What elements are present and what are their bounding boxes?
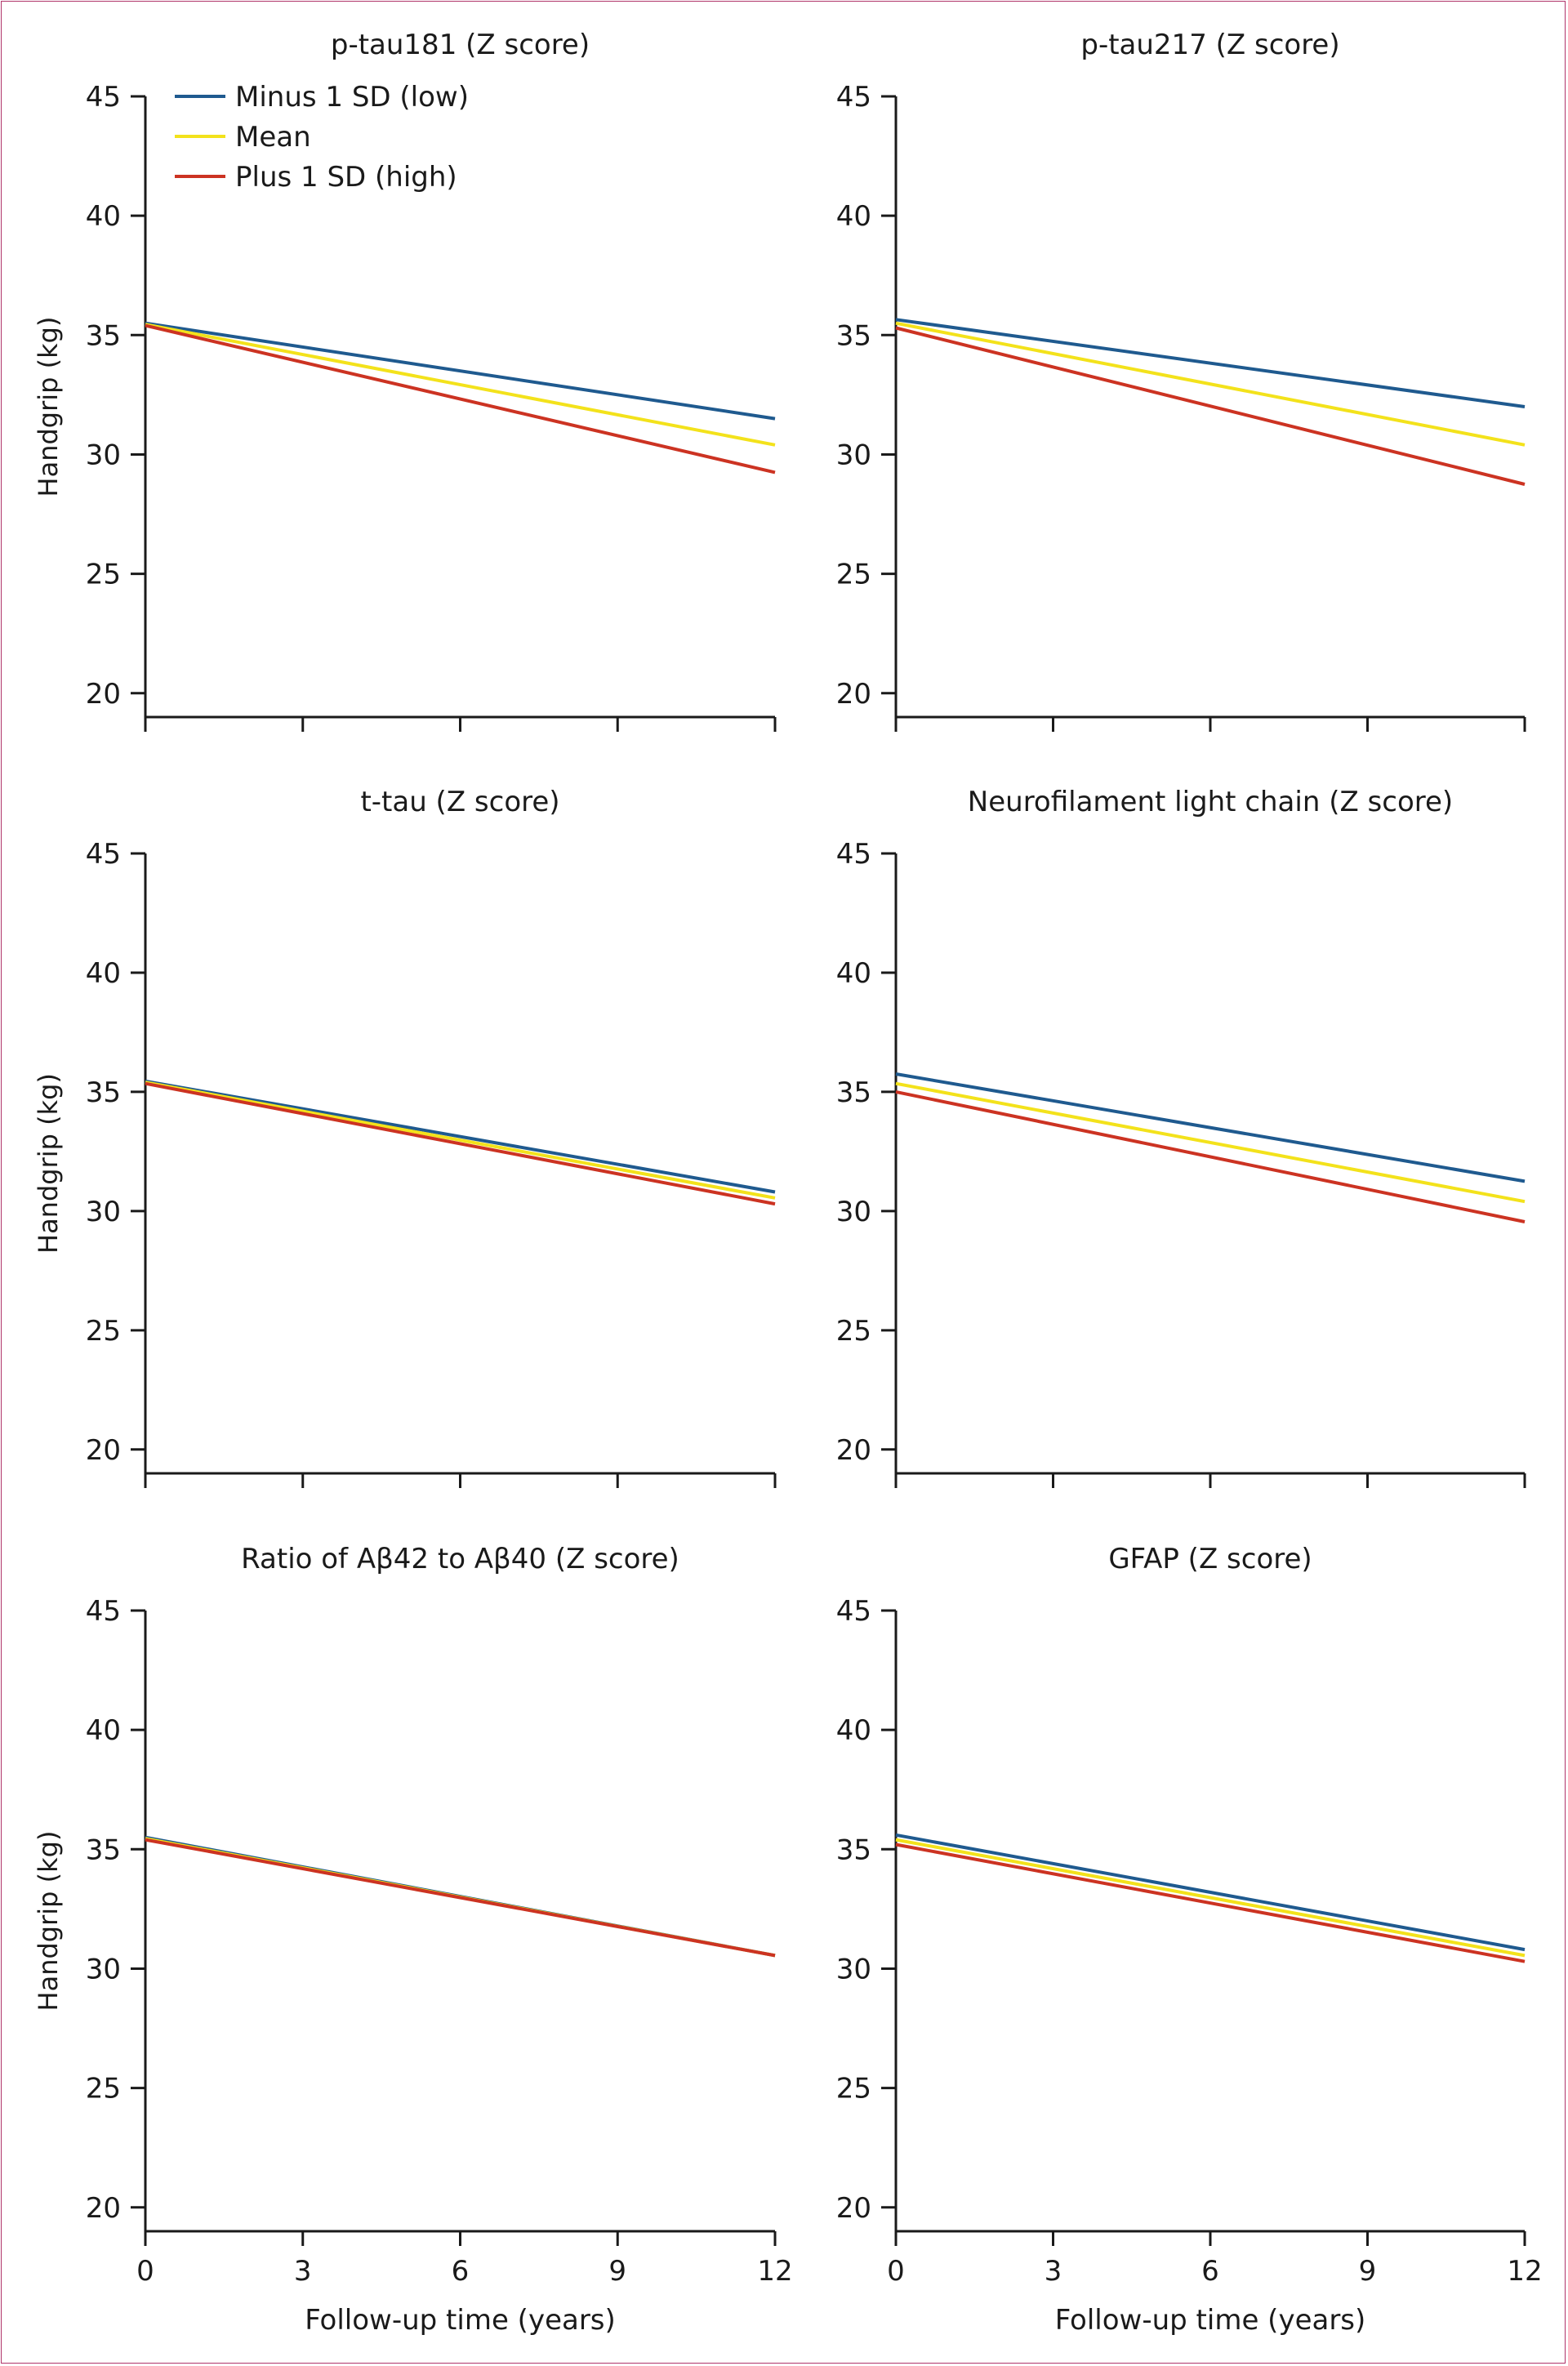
y-tick-label: 35 bbox=[836, 1076, 871, 1109]
y-tick-label: 20 bbox=[836, 1434, 871, 1467]
y-tick-label: 30 bbox=[836, 439, 871, 471]
y-tick-label: 35 bbox=[86, 1834, 121, 1866]
y-tick-label: 20 bbox=[86, 678, 121, 711]
series-line-mean bbox=[145, 323, 776, 447]
chart-panel-gfap-z-score: GFAP (Z score) 20 25 30 35 40 45 0 3 6 9 12 Follow-u… bbox=[836, 1543, 1543, 2337]
chart-panel-neurofilament-light-chain-z-score: Neurofilament light chain (Z score) 20 25 3… bbox=[836, 786, 1526, 1488]
x-tick-label: 9 bbox=[608, 2255, 626, 2288]
y-tick-label: 20 bbox=[836, 678, 871, 711]
x-tick-label: 0 bbox=[136, 2255, 154, 2288]
y-tick-label: 35 bbox=[836, 1834, 871, 1866]
y-tick-label: 25 bbox=[836, 2073, 871, 2105]
series-line-plus-1-sd-high bbox=[895, 1089, 1526, 1223]
series-line-plus-1-sd-high bbox=[895, 326, 1526, 486]
y-tick-label: 30 bbox=[86, 1196, 121, 1228]
y-tick-label: 20 bbox=[836, 2192, 871, 2225]
y-axis-label: Handgrip (kg) bbox=[33, 1831, 64, 2012]
y-tick-label: 40 bbox=[836, 1714, 871, 1747]
series-line-mean bbox=[895, 1838, 1526, 1958]
x-tick-label: 12 bbox=[757, 2255, 792, 2288]
x-tick-label: 9 bbox=[1359, 2255, 1377, 2288]
y-tick-label: 40 bbox=[836, 200, 871, 233]
x-tick-label: 3 bbox=[1045, 2255, 1062, 2288]
y-tick-label: 30 bbox=[86, 1953, 121, 1985]
series-line-plus-1-sd-high bbox=[145, 1081, 776, 1206]
y-tick-label: 35 bbox=[86, 319, 121, 352]
series-line-mean bbox=[895, 1081, 1526, 1204]
x-axis-label: Follow-up time (years) bbox=[1055, 2304, 1366, 2337]
y-tick-label: 25 bbox=[86, 1315, 121, 1348]
y-tick-label: 40 bbox=[836, 957, 871, 990]
y-tick-label: 45 bbox=[86, 81, 121, 114]
y-tick-label: 25 bbox=[836, 1315, 871, 1348]
chart-title: p-tau217 (Z score) bbox=[1080, 29, 1339, 61]
chart-title: Neurofilament light chain (Z score) bbox=[968, 786, 1453, 818]
y-tick-label: 20 bbox=[86, 2192, 121, 2225]
x-tick-label: 0 bbox=[887, 2255, 905, 2288]
series-line-minus-1-sd-low bbox=[145, 321, 776, 421]
y-tick-label: 40 bbox=[86, 957, 121, 990]
chart-title: p-tau181 (Z score) bbox=[331, 29, 590, 61]
y-tick-label: 30 bbox=[86, 439, 121, 471]
series-line-minus-1-sd-low bbox=[895, 1833, 1526, 1952]
y-tick-label: 45 bbox=[836, 81, 871, 114]
legend: Minus 1 SD (low) Mean Plus 1 SD (high) bbox=[175, 81, 469, 194]
x-tick-label: 12 bbox=[1507, 2255, 1542, 2288]
y-tick-label: 40 bbox=[86, 200, 121, 233]
series-line-plus-1-sd-high bbox=[145, 1838, 776, 1958]
series-line-mean bbox=[895, 321, 1526, 447]
x-axis-label: Follow-up time (years) bbox=[305, 2304, 616, 2337]
y-axis-label: Handgrip (kg) bbox=[33, 1073, 64, 1254]
chart-panel-t-tau-z-score: t-tau (Z score) 20 25 30 35 40 45 Handgrip (kg) bbox=[33, 786, 777, 1488]
chart-title: Ratio of Aβ42 to Aβ40 (Z score) bbox=[241, 1543, 679, 1575]
y-tick-label: 20 bbox=[86, 1434, 121, 1467]
x-tick-label: 6 bbox=[452, 2255, 470, 2288]
series-line-plus-1-sd-high bbox=[145, 323, 776, 475]
y-tick-label: 25 bbox=[836, 559, 871, 591]
chart-panel-p-tau181-z-score: p-tau181 (Z score) 20 25 30 35 40 45 Handgrip (… bbox=[33, 29, 777, 732]
y-tick-label: 45 bbox=[836, 1595, 871, 1628]
y-tick-label: 35 bbox=[86, 1076, 121, 1109]
series-line-mean bbox=[145, 1081, 776, 1200]
series-line-minus-1-sd-low bbox=[895, 1072, 1526, 1183]
y-tick-label: 45 bbox=[86, 1595, 121, 1628]
chart-title: GFAP (Z score) bbox=[1108, 1543, 1312, 1575]
x-tick-label: 6 bbox=[1201, 2255, 1219, 2288]
y-tick-label: 45 bbox=[86, 838, 121, 871]
y-tick-label: 45 bbox=[836, 838, 871, 871]
legend-label-minus-1-sd-low: Minus 1 SD (low) bbox=[235, 81, 469, 114]
y-tick-label: 30 bbox=[836, 1953, 871, 1985]
y-axis-label: Handgrip (kg) bbox=[33, 317, 64, 497]
chart-panel-p-tau217-z-score: p-tau217 (Z score) 20 25 30 35 40 45 bbox=[836, 29, 1526, 732]
y-tick-label: 40 bbox=[86, 1714, 121, 1747]
y-tick-label: 25 bbox=[86, 2073, 121, 2105]
y-tick-label: 35 bbox=[836, 319, 871, 352]
legend-label-plus-1-sd-high: Plus 1 SD (high) bbox=[235, 161, 457, 194]
series-line-plus-1-sd-high bbox=[895, 1842, 1526, 1963]
series-line-minus-1-sd-low bbox=[145, 1079, 776, 1194]
x-tick-label: 3 bbox=[294, 2255, 312, 2288]
y-tick-label: 30 bbox=[836, 1196, 871, 1228]
y-tick-label: 25 bbox=[86, 559, 121, 591]
chart-title: t-tau (Z score) bbox=[360, 786, 559, 818]
series-line-minus-1-sd-low bbox=[895, 318, 1526, 408]
chart-panel-ratio-of-a-42-to-a-40-z-score: Ratio of Aβ42 to Aβ40 (Z score)202530354… bbox=[33, 1543, 793, 2337]
legend-label-mean: Mean bbox=[235, 121, 311, 154]
